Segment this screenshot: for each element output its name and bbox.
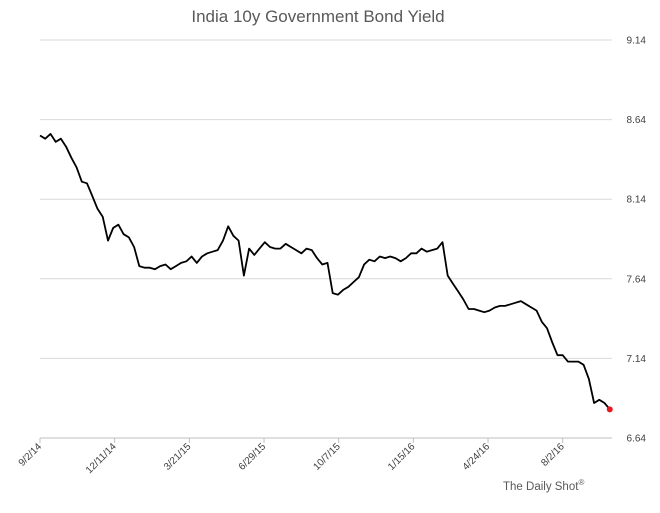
credit-text: The Daily Shot xyxy=(503,481,579,493)
x-tick-label: 4/24/16 xyxy=(461,441,493,473)
last-value-point xyxy=(606,406,613,413)
x-tick-label: 1/15/16 xyxy=(386,441,418,473)
y-tick-label: 9.14 xyxy=(627,36,647,47)
x-tick-label: 6/29/15 xyxy=(237,441,269,473)
y-tick-label: 8.64 xyxy=(627,115,647,126)
series-group xyxy=(39,133,613,413)
x-axis-labels: 9/2/14 12/11/14 3/21/15 6/29/15 10/7/15 1/15/… xyxy=(17,441,567,476)
x-tick-label: 3/21/15 xyxy=(162,441,194,473)
series-line xyxy=(39,133,611,410)
y-axis-labels: 6.64 7.14 7.64 8.14 8.64 9.14 xyxy=(627,36,647,445)
x-tick-label: 9/2/14 xyxy=(17,441,45,469)
x-tick-label: 12/11/14 xyxy=(84,441,119,476)
y-tick-label: 6.64 xyxy=(627,434,647,445)
x-axis xyxy=(39,437,612,443)
x-tick-label: 8/2/16 xyxy=(539,441,567,469)
chart-title: India 10y Government Bond Yield xyxy=(191,7,444,26)
y-tick-label: 8.14 xyxy=(627,195,647,206)
y-tick-label: 7.14 xyxy=(627,354,647,365)
source-credit: The Daily Shot® xyxy=(503,478,584,493)
x-tick-label: 10/7/15 xyxy=(311,441,343,473)
gridlines xyxy=(40,39,612,359)
credit-registered-mark: ® xyxy=(578,478,584,487)
y-tick-label: 7.64 xyxy=(627,274,647,285)
